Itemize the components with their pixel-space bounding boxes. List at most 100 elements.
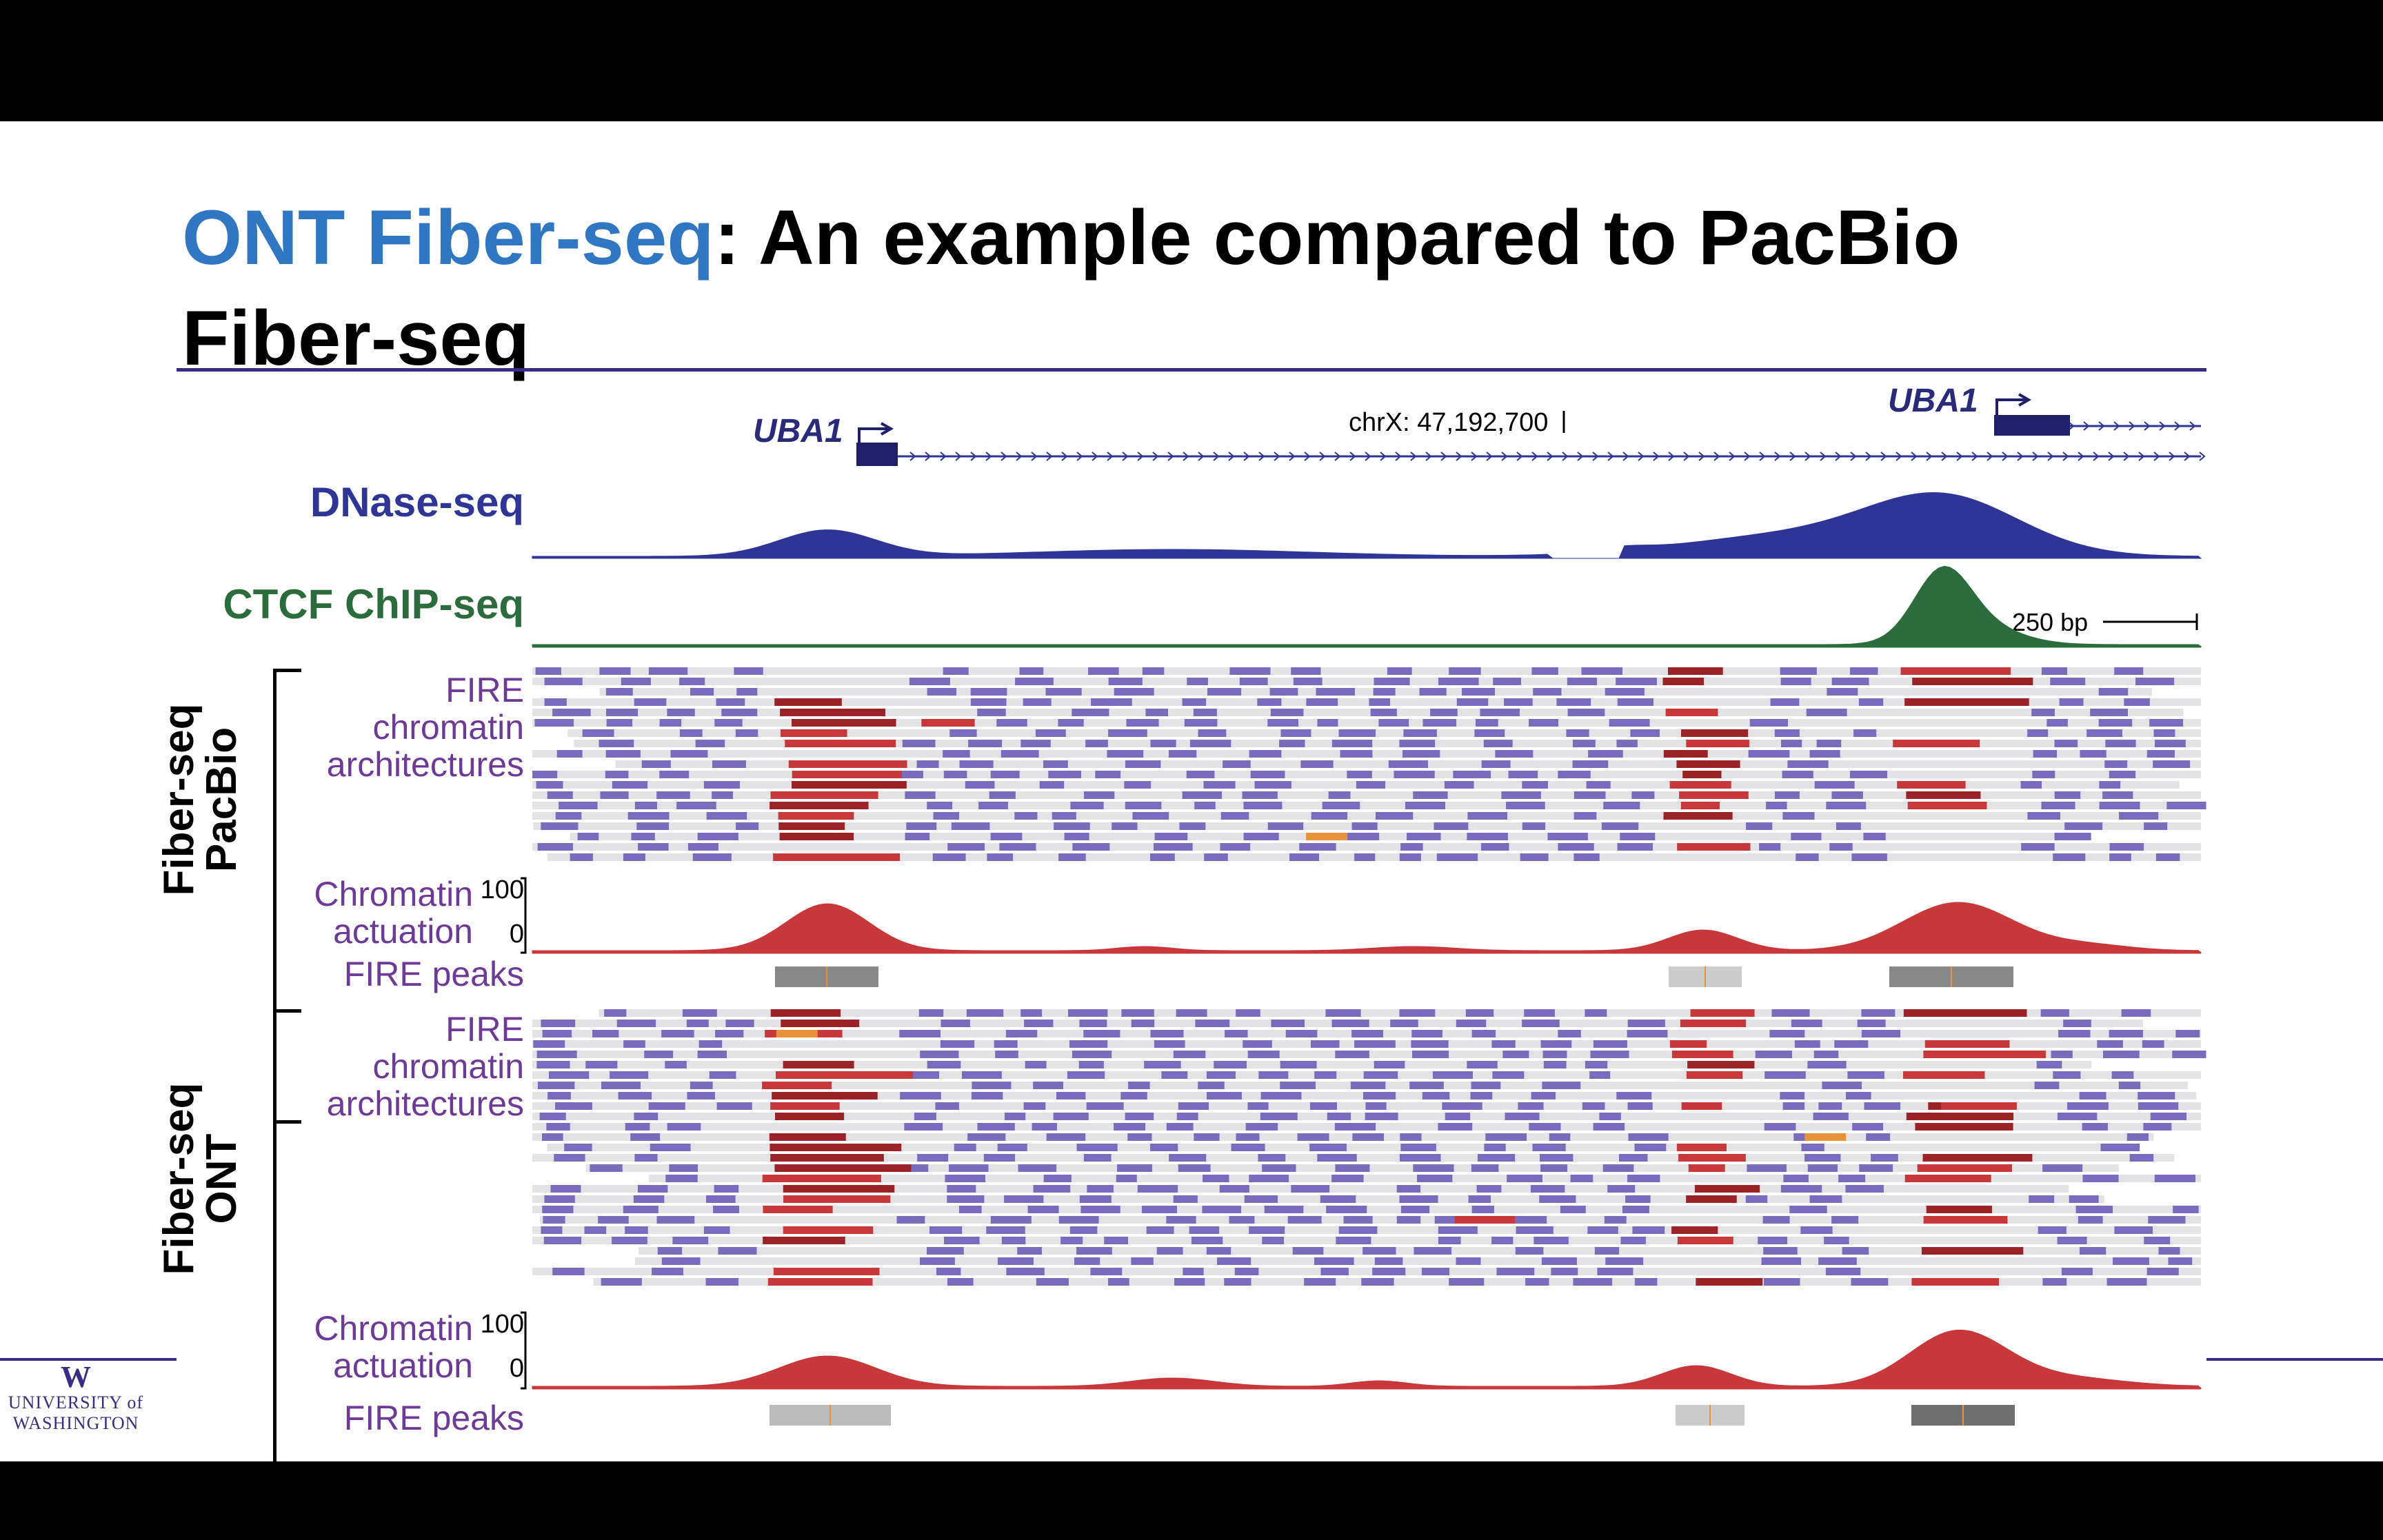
- ont-fire-element: [774, 1164, 912, 1172]
- ont-nucleosome: [1262, 1164, 1296, 1172]
- ont-nucleosome: [1525, 1278, 1549, 1286]
- ont-nucleosome: [1173, 1195, 1198, 1203]
- ont-fire-element: [1922, 1154, 2033, 1162]
- pacbio-nucleosome: [1168, 750, 1197, 758]
- intron-arrow: [2159, 421, 2166, 431]
- ont-fire-element: [763, 1206, 833, 1213]
- pacbio-nucleosome: [1547, 833, 1588, 840]
- ont-nucleosome: [584, 1226, 607, 1234]
- pacbio-nucleosome: [987, 853, 1014, 861]
- pacbio-nucleosome: [1556, 698, 1591, 706]
- pacbio-nucleosome: [2054, 833, 2091, 840]
- pacbio-nucleosome: [1198, 729, 1227, 737]
- ont-nucleosome: [1825, 1268, 1861, 1275]
- intron-arrow: [1107, 452, 1114, 461]
- pacbio-nucleosome: [943, 771, 967, 778]
- pacbio-nucleosome: [735, 729, 758, 737]
- pacbio-nucleosome: [695, 740, 725, 747]
- ont-nucleosome: [1280, 1082, 1316, 1089]
- ont-nucleosome: [2053, 1071, 2081, 1079]
- ont-nucleosome: [1060, 1237, 1083, 1244]
- pacbio-fiber: [532, 812, 2201, 820]
- ont-nucleosome: [1771, 1009, 1810, 1017]
- ont-nucleosome: [1573, 1278, 1613, 1286]
- ont-nucleosome: [1396, 1185, 1421, 1193]
- ont-nucleosome: [543, 1216, 565, 1224]
- ont-nucleosome: [1083, 1154, 1112, 1162]
- ont-nucleosome: [1438, 1226, 1478, 1234]
- ont-nucleosome: [1619, 1154, 1648, 1162]
- ont-nucleosome: [995, 1051, 1018, 1058]
- ont-nucleosome: [1137, 1185, 1178, 1193]
- pacbio-nucleosome: [1204, 853, 1228, 861]
- ont-fire-element: [1923, 1216, 2008, 1224]
- ont-nucleosome: [2042, 1278, 2067, 1286]
- ont-nucleosome: [1809, 1195, 1842, 1203]
- pacbio-nucleosome: [1242, 791, 1278, 799]
- ont-nucleosome: [994, 1040, 1018, 1048]
- pacbio-nucleosome: [1836, 822, 1861, 830]
- intron-arrow: [1804, 452, 1811, 461]
- ont-fire-element: [772, 1092, 878, 1100]
- ont-nucleosome: [1442, 1102, 1482, 1110]
- ont-nucleosome: [1551, 1268, 1578, 1275]
- ont-nucleosome: [2034, 1082, 2060, 1089]
- ont-nucleosome: [1864, 1102, 1901, 1110]
- ont-nucleosome: [1079, 1195, 1112, 1203]
- pacbio-nucleosome: [627, 812, 670, 820]
- ont-nucleosome: [1083, 1030, 1120, 1037]
- intron-arrow: [1698, 452, 1705, 461]
- ont-nucleosome: [616, 1020, 656, 1027]
- pacbio-nucleosome: [1125, 802, 1162, 809]
- pacbio-nucleosome: [949, 729, 977, 737]
- pacbio-nucleosome: [1250, 771, 1285, 778]
- intron-arrow: [1789, 452, 1796, 461]
- ont-nucleosome: [2067, 1102, 2109, 1110]
- pacbio-nucleosome: [1581, 667, 1623, 675]
- ont-fire-element: [1917, 1164, 2012, 1172]
- actuation-axis-max-ont: 100: [480, 1310, 524, 1339]
- ont-nucleosome: [1871, 1154, 1898, 1162]
- pacbio-nucleosome: [1132, 812, 1169, 820]
- ont-nucleosome: [1540, 1154, 1573, 1162]
- ont-nucleosome: [1549, 1133, 1571, 1141]
- ont-nucleosome: [1471, 1206, 1494, 1213]
- intron-arrow: [1304, 452, 1311, 461]
- pacbio-nucleosome: [1531, 667, 1558, 675]
- intron-arrow: [1562, 452, 1569, 461]
- ont-nucleosome: [2144, 1237, 2171, 1244]
- pacbio-nucleosome: [712, 760, 746, 768]
- pacbio-nucleosome: [1220, 812, 1249, 820]
- ont-nucleosome: [941, 1020, 970, 1027]
- ont-nucleosome: [914, 1113, 936, 1120]
- intron-arrow: [1167, 452, 1174, 461]
- intron-arrow: [1729, 452, 1736, 461]
- ont-nucleosome: [542, 1206, 574, 1213]
- ont-nucleosome: [2129, 1154, 2154, 1162]
- ont-nucleosome: [1456, 1020, 1487, 1027]
- ont-nucleosome: [1539, 1195, 1576, 1203]
- pacbio-nucleosome: [1043, 760, 1068, 768]
- intron-arrow: [1926, 452, 1933, 461]
- ont-nucleosome: [633, 1195, 665, 1203]
- ont-nucleosome: [1558, 1030, 1581, 1037]
- pacbio-nucleosome: [2114, 667, 2144, 675]
- ont-nucleosome: [1758, 1237, 1788, 1244]
- intron-arrow: [2144, 421, 2151, 431]
- pacbio-nucleosome: [1620, 833, 1656, 840]
- intron-arrow: [1896, 452, 1902, 461]
- ont-nucleosome: [962, 1071, 1002, 1079]
- actuation-pacbio: [532, 902, 2202, 953]
- intron-arrow: [1274, 452, 1280, 461]
- intron-arrow: [2078, 452, 2084, 461]
- fire-label-ont: FIRE chromatin architectures: [326, 1010, 524, 1123]
- ont-nucleosome: [1131, 1257, 1154, 1265]
- uw-logo-line1: UNIVERSITY of: [8, 1392, 144, 1412]
- ont-nucleosome: [1468, 1195, 1491, 1203]
- pacbio-nucleosome: [559, 802, 598, 809]
- gene-label-left: UBA1: [753, 413, 843, 449]
- ont-nucleosome: [542, 1030, 572, 1037]
- scale-label: 250 bp: [2012, 608, 2089, 636]
- intron-arrow: [1683, 452, 1690, 461]
- pacbio-nucleosome: [1748, 750, 1790, 758]
